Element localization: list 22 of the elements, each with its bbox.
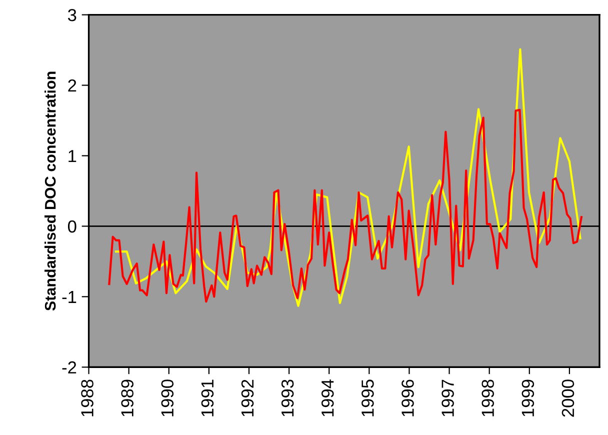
x-tick-label: 1995 <box>362 380 374 416</box>
x-tick-label: 1994 <box>321 379 334 416</box>
x-tick-label: 2000 <box>562 380 574 417</box>
line-series <box>114 48 582 307</box>
x-tick-label: 1992 <box>241 380 254 416</box>
x-tick-label: 1993 <box>281 380 294 416</box>
x-tick-label: 1998 <box>482 380 494 416</box>
x-tick-label: 1999 <box>522 380 534 416</box>
x-tick-label: 1996 <box>402 380 414 416</box>
y-tick-label: 3 <box>68 8 76 22</box>
x-tick-label: 1990 <box>161 380 174 416</box>
y-tick-label: 1 <box>68 150 76 162</box>
y-axis-title: Standardised DOC concentration <box>44 72 56 311</box>
y-tick-label: -2 <box>62 361 76 374</box>
line-series <box>108 108 583 303</box>
y-tick-label: 2 <box>68 79 76 92</box>
x-tick-label: 1997 <box>442 380 454 416</box>
y-tick-label: -1 <box>62 291 76 303</box>
x-tick-label: 1988 <box>81 380 94 416</box>
x-tick-label: 1991 <box>201 380 214 416</box>
y-tick-label: 0 <box>68 220 76 233</box>
x-tick-label: 1989 <box>121 380 134 416</box>
